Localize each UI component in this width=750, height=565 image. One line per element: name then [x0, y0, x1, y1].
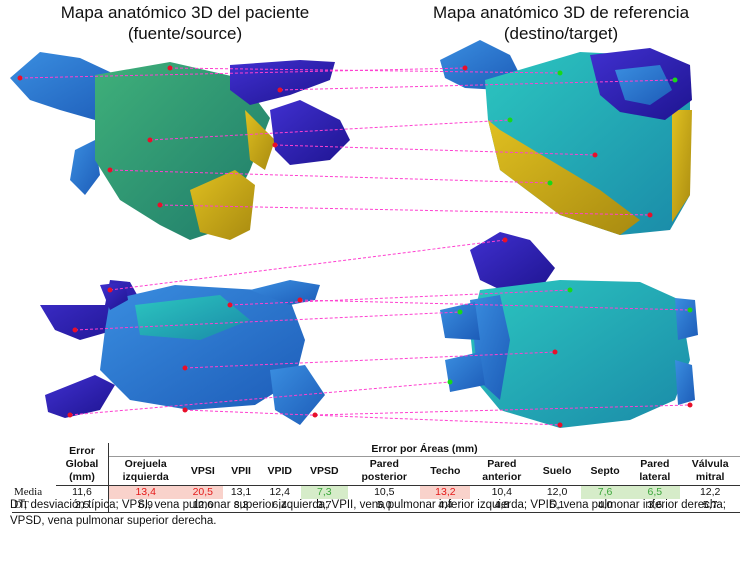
area-error-value: 12,6 — [182, 499, 224, 513]
area-error-value: 8,3 — [223, 499, 259, 513]
area-error-value: 7,6 — [580, 485, 630, 499]
area-error-value: 4,4 — [420, 499, 471, 513]
target-map-title-line1: Mapa anatómico 3D de referencia — [432, 3, 690, 22]
source-map-bottom — [40, 280, 325, 425]
area-header-4: VPSD — [300, 456, 349, 486]
source-map-title: Mapa anatómico 3D del paciente (fuente/s… — [20, 2, 350, 44]
area-header-0: Orejuela izquierda — [108, 456, 183, 486]
target-map-title-line2: (destino/target) — [503, 24, 619, 43]
area-error-value: 6,4 — [258, 499, 301, 513]
error-table: Error Global (mm) Error por Áreas (mm) O… — [12, 443, 740, 513]
source-map-title-line2: (fuente/source) — [127, 24, 243, 43]
source-points — [17, 65, 318, 418]
global-error-value: 11,6 — [56, 485, 109, 499]
area-header-2: VPII — [223, 456, 259, 486]
anatomical-maps-figure — [10, 40, 698, 428]
target-map-bottom — [440, 232, 698, 428]
area-error-value: 4,8 — [470, 499, 534, 513]
area-error-value: 13,2 — [420, 485, 471, 499]
area-error-value: 5,7 — [680, 499, 740, 513]
target-points — [447, 65, 693, 428]
source-map-title-line1: Mapa anatómico 3D del paciente — [60, 3, 310, 22]
area-header-10: Pared lateral — [629, 456, 681, 486]
error-table-body: Media 11,6 13,4 20,5 13,1 12,4 7,3 10,5 13,2 10,4… — [12, 485, 740, 513]
area-header-11: Válvula mitral — [680, 456, 740, 486]
row-label: Media — [14, 485, 43, 498]
area-error-value: 6,5 — [629, 485, 681, 499]
table-row: Media 11,6 13,4 20,5 13,1 12,4 7,3 10,5 13,2 10,4… — [12, 485, 740, 499]
area-error-value: 12,4 — [269, 486, 290, 498]
area-error-value: 3,7 — [300, 499, 349, 513]
area-error-value: 12,0 — [546, 486, 568, 498]
area-error-value: 10,4 — [491, 486, 513, 498]
area-error-value: 4,0 — [580, 499, 630, 513]
area-header-5: Pared posterior — [348, 456, 421, 486]
area-error-value: 5,0 — [348, 499, 421, 513]
row-label: DT — [12, 499, 56, 513]
area-error-value: 5,1 — [533, 499, 581, 513]
area-header-3: VPID — [258, 456, 301, 486]
area-header-8: Suelo — [533, 456, 581, 486]
area-error-value: 3,6 — [629, 499, 681, 513]
area-error-value: 13,1 — [230, 486, 252, 498]
area-error-value: 13,4 — [108, 485, 183, 499]
area-error-header: Error por Áreas (mm) — [108, 443, 740, 457]
area-header-1: VPSI — [182, 456, 224, 486]
table-row: DT 2,5 6,9 12,6 8,3 6,4 3,7 5,0 4,4 4,8 5,1 4,0 3,6 5… — [12, 499, 740, 513]
area-error-value: 7,3 — [300, 485, 349, 499]
correspondence-lines — [19, 67, 691, 426]
area-error-value: 12,2 — [699, 486, 721, 498]
source-map-top — [10, 52, 350, 240]
area-error-value: 6,9 — [108, 499, 183, 513]
target-map-top — [440, 40, 692, 235]
area-names-row: Orejuela izquierda VPSI VPII VPID VPSD Pared po… — [12, 456, 740, 486]
area-error-value: 20,5 — [182, 485, 224, 499]
area-header-6: Techo — [420, 456, 471, 486]
area-error-value: 10,5 — [374, 486, 395, 498]
target-map-title: Mapa anatómico 3D de referencia (destino… — [396, 2, 726, 44]
global-error-header: Error Global (mm) — [56, 443, 109, 486]
area-header-7: Pared anterior — [470, 456, 534, 486]
global-error-value: 2,5 — [56, 499, 109, 513]
footnote: DT, desviación típica; VPSI, vena pulmon… — [10, 499, 726, 527]
area-header-9: Septo — [580, 456, 630, 486]
